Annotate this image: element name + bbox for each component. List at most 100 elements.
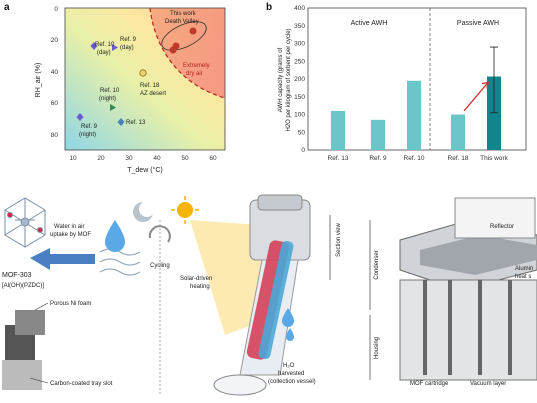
ref18-label: Ref. 18 <box>140 83 160 89</box>
extremely-label: Extremely <box>183 63 210 69</box>
heat-sink-label: heat s <box>515 274 531 280</box>
y-axis-label-1: AWH capacity (grams of <box>278 47 284 112</box>
section-view-label: Section view <box>336 222 342 256</box>
cycling-icon <box>148 225 171 243</box>
passive-awh-label: Passive AWH <box>457 20 499 27</box>
solar-label-1: Solar-driven <box>180 276 212 282</box>
y-tick: 60 <box>51 100 59 107</box>
this-work-ellipse <box>161 21 207 51</box>
y-axis-label-2: H2O per kilogram of sorbent per cycle) <box>286 28 292 131</box>
this-work-point-1 <box>189 27 197 35</box>
y-tick: 50 <box>298 129 306 136</box>
y-tick: 80 <box>51 132 59 139</box>
solar-beam <box>190 220 265 335</box>
y-tick: 200 <box>294 76 305 83</box>
air-flow-icon <box>99 248 141 276</box>
condenser-blue <box>258 240 294 360</box>
x-tick-label: Ref. 13 <box>328 155 349 162</box>
foam-label: Porous Ni foam <box>50 301 91 307</box>
x-tick: 60 <box>209 155 217 162</box>
y-tick: 300 <box>294 41 305 48</box>
uptake-text-2: uptake by MOF <box>50 232 91 238</box>
panel-c-illustration: Water in air uptake by MOF MOF-303 [Al(O… <box>2 194 537 396</box>
mof-name: MOF-303 <box>2 272 32 279</box>
y-tick: 0 <box>301 147 305 154</box>
x-tick: 20 <box>97 155 105 162</box>
mof-formula: [Al(OH)(PZDC)] <box>2 283 44 289</box>
bar <box>331 110 345 150</box>
y-tick: 40 <box>51 69 59 76</box>
housing-label: Housing <box>374 337 380 359</box>
bar <box>371 119 385 150</box>
solar-label-2: heating <box>190 284 210 290</box>
x-tick: 40 <box>153 155 161 162</box>
mof-lattice <box>4 197 46 248</box>
cartridge-label: MOF cartridge <box>410 381 449 387</box>
x-tick: 30 <box>125 155 133 162</box>
this-work-point-3 <box>169 46 177 54</box>
water-drop-icon <box>105 220 125 252</box>
condenser-label: Condenser <box>374 250 380 279</box>
ref9-night-point <box>76 113 84 121</box>
dry-air-label: dry air <box>186 71 203 77</box>
ni-foam-assembly <box>2 310 45 390</box>
cross-section <box>399 197 537 381</box>
bar <box>487 76 501 150</box>
harvest-label-1: H₂O <box>283 363 295 369</box>
ref18-point <box>139 69 147 77</box>
ref10-night-sub: (night) <box>99 96 116 102</box>
ref9-day-sub: (day) <box>120 45 134 51</box>
y-tick: 100 <box>294 112 305 119</box>
panel-a-chart: This work Death Valley Extremely dry air… <box>35 6 226 174</box>
harvested-drop-icon-2 <box>286 328 294 341</box>
improvement-arrow <box>463 81 490 112</box>
x-axis-label: T_dew (°C) <box>127 166 162 174</box>
error-bar <box>490 46 498 114</box>
sun-icon <box>177 202 193 218</box>
ref10-day-sub: (day) <box>97 50 111 56</box>
x-tick-label: Ref. 9 <box>369 155 387 162</box>
panel-b-chart: Active AWH Passive AWH 0 50 100 150 200 250 30… <box>278 5 527 162</box>
ref9-day-label: Ref. 9 <box>120 37 137 43</box>
tray-label: Carbon-coated tray slot <box>50 381 113 387</box>
harvest-label-2: harvested <box>278 371 304 377</box>
x-tick-label: Ref. 10 <box>404 155 425 162</box>
y-tick: 20 <box>51 37 59 44</box>
harvested-drop-icon <box>282 308 294 327</box>
ref9-day-point <box>112 44 118 51</box>
x-tick: 50 <box>181 155 189 162</box>
y-tick: 250 <box>294 58 305 65</box>
x-tick-label: This work <box>480 155 509 162</box>
harvester-device <box>213 194 311 396</box>
ref13-point <box>117 118 125 126</box>
death-valley-label: Death Valley <box>165 19 199 25</box>
ref10-night-point <box>110 104 116 111</box>
ref10-day-label: Ref. 10 <box>95 42 115 48</box>
panel-b-letter: b <box>266 2 273 13</box>
y-tick: 350 <box>294 23 305 30</box>
vacuum-label: Vacuum layer <box>470 381 506 387</box>
reflector-label: Reflector <box>490 224 514 230</box>
this-work-label: This work <box>170 11 197 17</box>
uptake-arrow <box>30 248 95 270</box>
ref9-night-sub: (night) <box>79 132 96 138</box>
ref9-night-label: Ref. 9 <box>81 124 98 130</box>
y-tick: 150 <box>294 94 305 101</box>
ref10-day-point <box>90 42 98 50</box>
ref13-label: Ref. 13 <box>126 120 146 126</box>
harvest-label-3: (collection vessel) <box>268 379 316 385</box>
uptake-text-1: Water in air <box>54 224 84 230</box>
aluminium-label: Alumin <box>515 266 533 272</box>
x-tick: 10 <box>69 155 77 162</box>
ref10-night-label: Ref. 10 <box>100 88 120 94</box>
y-axis-label: RH_air (%) <box>35 63 42 98</box>
x-tick-label: Ref. 18 <box>448 155 469 162</box>
panel-a-letter: a <box>4 2 10 13</box>
y-tick: 0 <box>54 6 58 13</box>
bar <box>407 80 421 150</box>
plot-frame <box>64 7 226 151</box>
ref18-sub: AZ desert <box>140 91 166 97</box>
y-tick: 400 <box>294 5 305 12</box>
active-awh-label: Active AWH <box>351 20 388 27</box>
bar <box>451 114 465 150</box>
